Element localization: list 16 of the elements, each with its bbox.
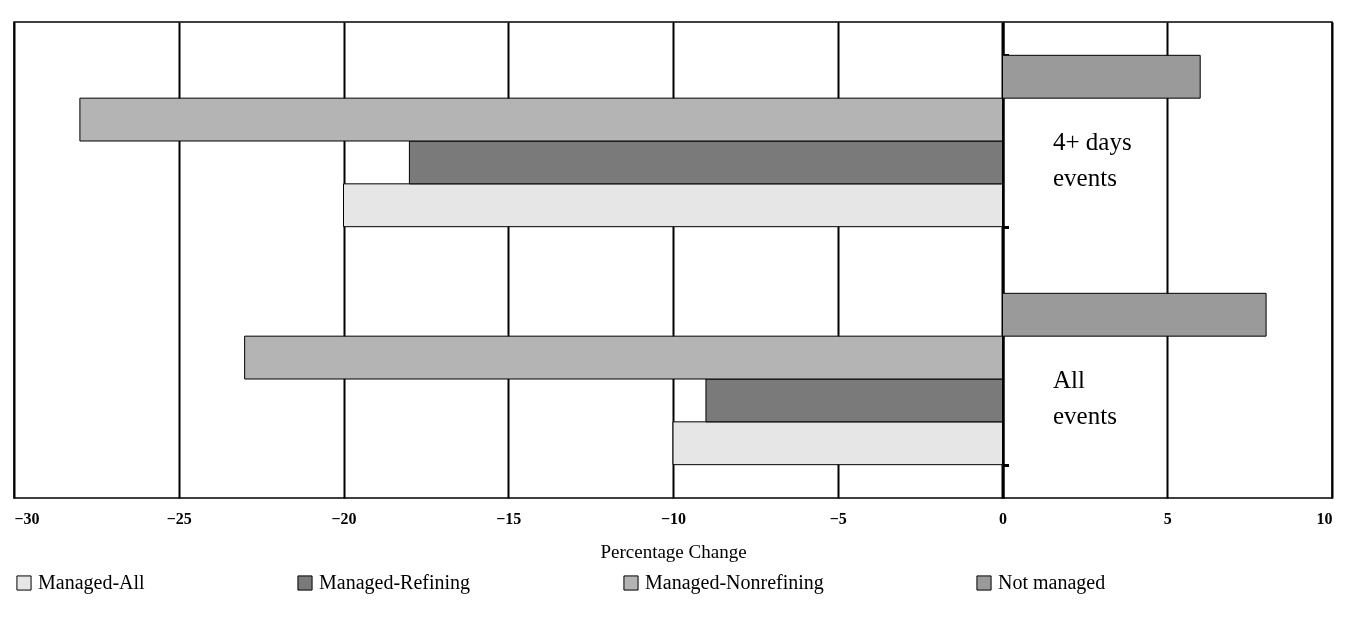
legend-label: Managed-Refining [319,571,471,594]
x-tick-label: −5 [829,509,847,527]
x-tick-label: 0 [999,509,1007,527]
x-tick-label: −25 [166,509,192,527]
legend-label: Not managed [998,571,1106,594]
y-tick-label: All events [1053,365,1117,429]
x-axis-title: Percentage Change [600,540,747,562]
x-tick-label: −10 [660,509,687,527]
x-tick-label: 5 [1163,509,1172,527]
legend-label: Managed-Nonrefining [645,571,824,594]
y-tick-label: 4+ days events [1053,127,1132,191]
x-tick-label: −15 [496,509,522,527]
legend-label: Managed-All [38,571,146,594]
x-tick-label: −30 [14,509,40,527]
x-tick-label: 10 [1316,509,1333,527]
x-tick-label: −20 [331,509,357,527]
